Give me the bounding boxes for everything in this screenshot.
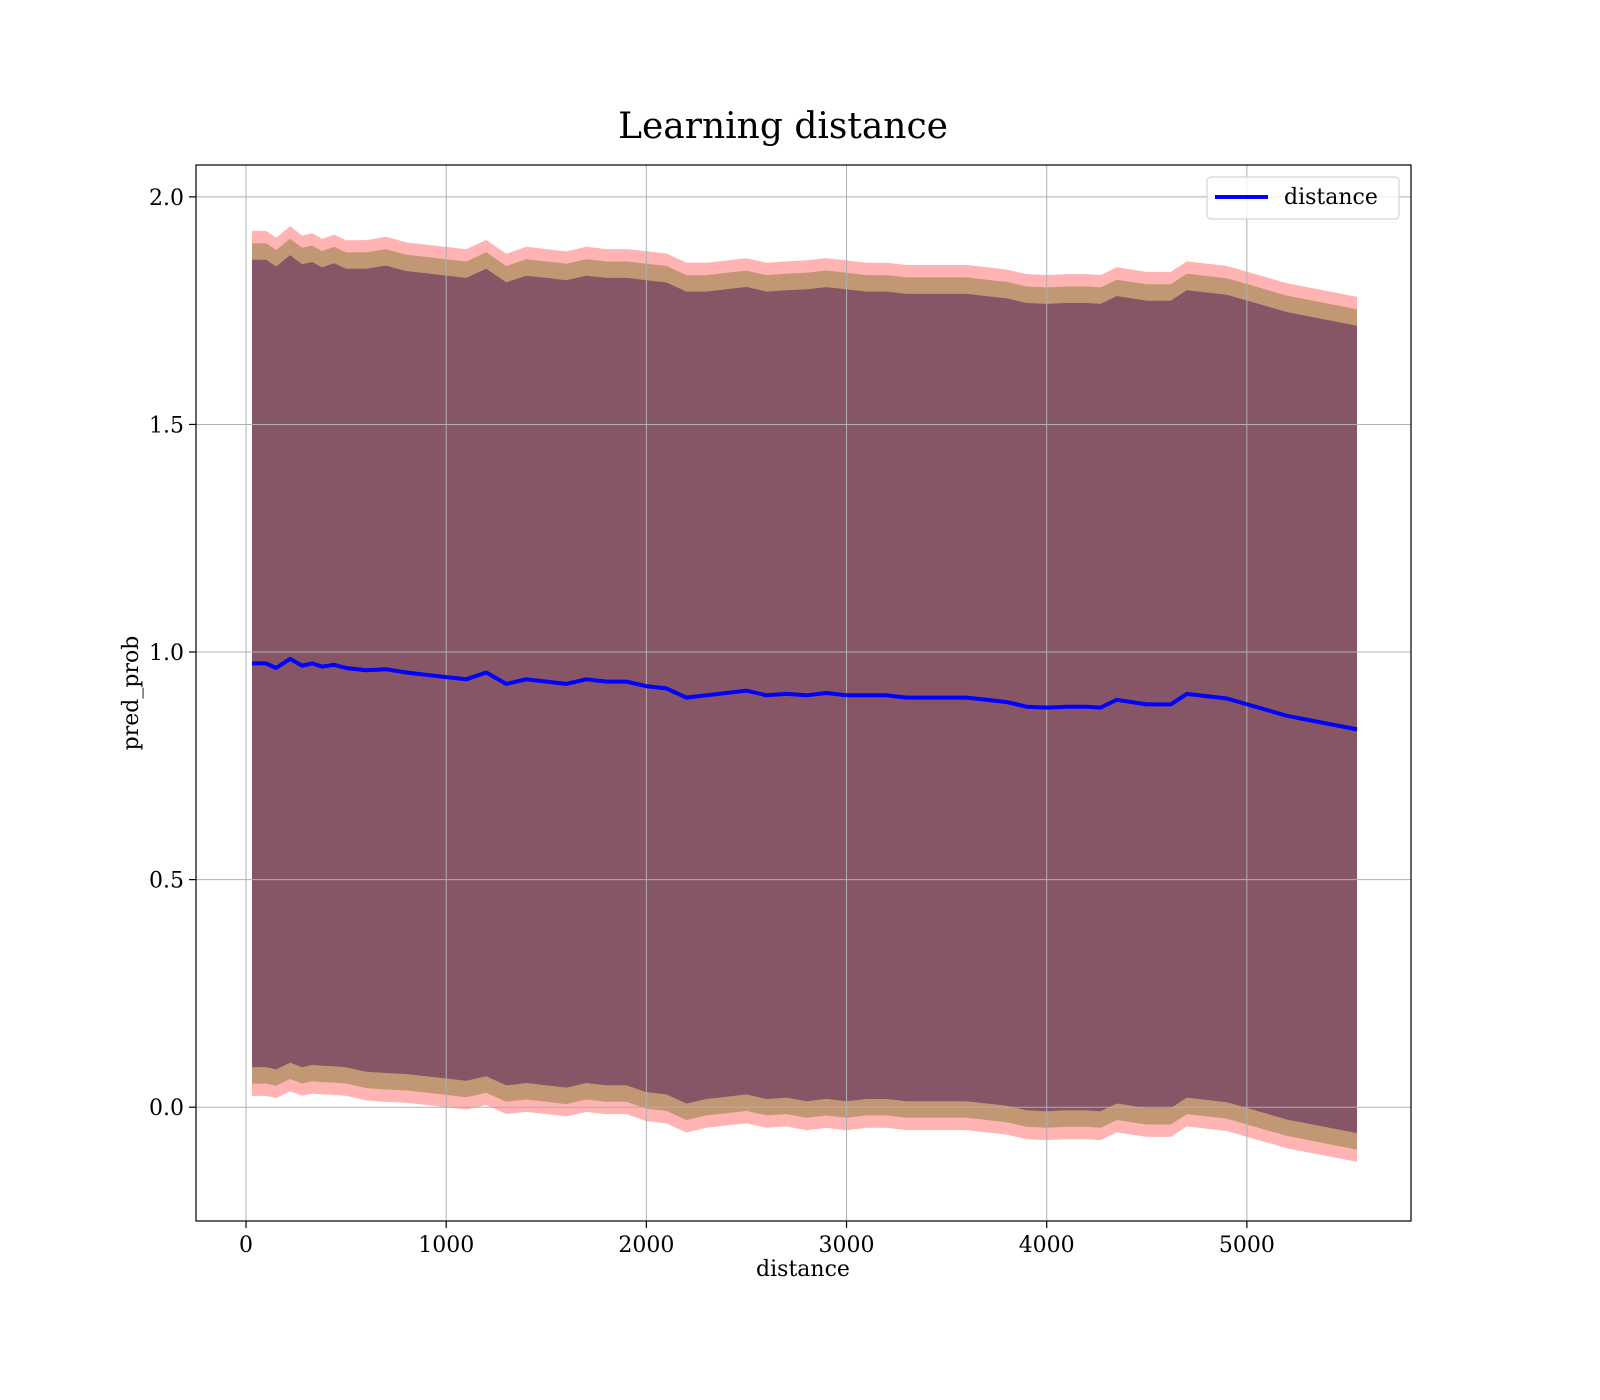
series-line-distance <box>252 656 1358 732</box>
chart-title: Learning distance <box>618 106 948 147</box>
y-axis-ticks: 0.0 0.5 1.0 1.5 2.0 <box>149 186 196 1121</box>
series-line-group <box>251 656 1358 732</box>
x-tick-label: 3000 <box>819 1233 875 1258</box>
legend-entry-label: distance <box>1284 185 1378 210</box>
grid-lines <box>196 165 1411 1221</box>
x-tick-label: 4000 <box>1019 1233 1075 1258</box>
legend-box <box>1206 176 1400 220</box>
x-tick-label: 2000 <box>618 1233 674 1258</box>
y-axis-label: pred_prob <box>119 636 144 751</box>
x-tick-label: 1000 <box>418 1233 474 1258</box>
x-axis-label: distance <box>756 1257 850 1282</box>
x-tick-label: 5000 <box>1219 1233 1275 1258</box>
y-tick-label: 0.5 <box>149 869 184 894</box>
x-tick-label: 0 <box>239 1233 253 1258</box>
y-tick-label: 1.5 <box>149 413 184 438</box>
plot-frame <box>195 164 1412 1222</box>
y-tick-label: 0.0 <box>149 1096 184 1121</box>
std-bands <box>252 226 1357 1162</box>
y-tick-label: 1.0 <box>149 641 184 666</box>
y-tick-label: 2.0 <box>149 186 184 211</box>
x-axis-ticks: 0 1000 2000 3000 4000 5000 <box>239 1221 1275 1258</box>
legend: distance <box>1206 176 1400 220</box>
